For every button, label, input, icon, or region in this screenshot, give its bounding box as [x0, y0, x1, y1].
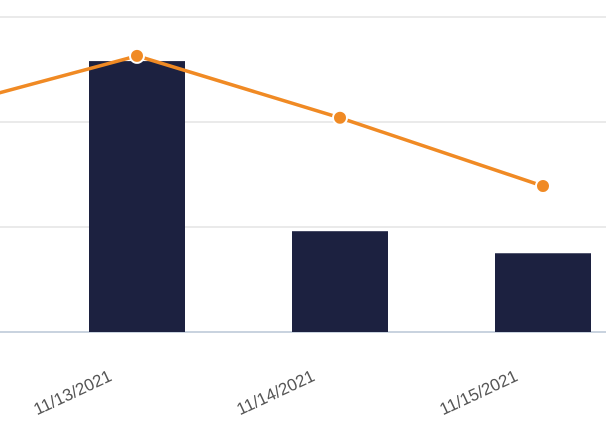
line-marker — [535, 178, 551, 195]
bar — [89, 61, 185, 332]
line — [0, 54, 544, 188]
line-marker — [332, 109, 348, 126]
x-tick-label: 11/13/2021 — [31, 366, 115, 419]
x-tick-label: 11/14/2021 — [234, 366, 318, 419]
x-tick-label: 11/15/2021 — [437, 366, 521, 419]
bar — [292, 231, 388, 332]
line-marker — [129, 47, 145, 64]
bar — [495, 253, 591, 332]
